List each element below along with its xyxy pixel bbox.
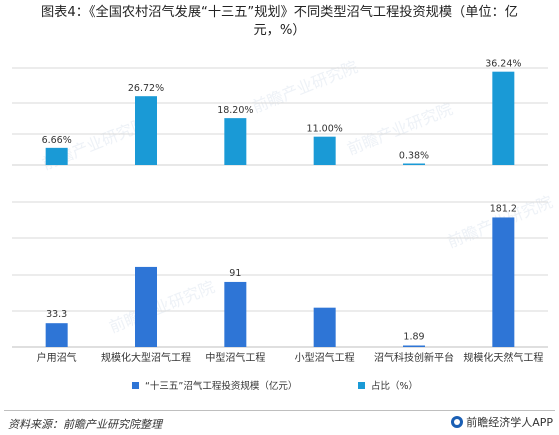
watermark-text: 前瞻产业研究院 <box>106 277 217 337</box>
bar-share-label: 26.72% <box>128 83 164 94</box>
category-label: 沼气科技创新平台 <box>374 351 454 364</box>
legend-label-investment: “十三五”沼气工程投资规模（亿元） <box>145 380 297 392</box>
footer-divider <box>4 410 555 411</box>
bar-share-label: 18.20% <box>217 105 253 116</box>
bar-investment <box>403 345 425 347</box>
bar-share-label: 36.24% <box>485 59 521 70</box>
bar-share <box>135 96 157 165</box>
bar-investment-label: 91 <box>229 268 241 279</box>
chart-title-line-1: 图表4：《全国农村沼气发展“十三五”规划》不同类型沼气工程投资规模（单位：亿 <box>40 5 518 20</box>
bar-share-label: 11.00% <box>307 124 343 135</box>
bar-investment-label: 181.2 <box>490 203 517 214</box>
brand-logo-icon <box>451 416 464 428</box>
bar-share <box>492 71 515 165</box>
chart-canvas: 前瞻产业研究院前瞻产业研究院前瞻产业研究院前瞻产业研究院前瞻产业研究院6.66%… <box>12 57 555 392</box>
bar-investment-label: 1.89 <box>403 332 424 343</box>
legend-label-share: 占比（%） <box>371 380 418 392</box>
chart-title-line-2: 元，%） <box>253 23 306 38</box>
bar-investment <box>313 307 336 347</box>
bar-share-label: 6.66% <box>42 135 72 146</box>
bar-investment <box>492 217 515 347</box>
bar-investment <box>45 323 68 347</box>
category-label: 户用沼气 <box>37 351 77 364</box>
bar-investment <box>224 281 247 347</box>
legend-swatch-investment <box>132 382 139 389</box>
legend-swatch-share <box>358 382 365 389</box>
watermark-text: 前瞻产业研究院 <box>249 57 360 117</box>
brand-name: 前瞻经济学人APP <box>466 416 553 429</box>
chart-panel <box>10 58 553 388</box>
bar-share <box>45 147 68 165</box>
bar-investment-label: 33.3 <box>46 309 67 320</box>
bar-investment <box>135 266 157 347</box>
bar-share <box>313 136 336 165</box>
brand-label: 前瞻经济学人APP <box>451 414 553 430</box>
source-note: 资料来源：前瞻产业研究院整理 <box>8 418 162 431</box>
category-label: 规模化天然气工程 <box>463 351 543 364</box>
category-label: 中型沼气工程 <box>205 351 265 364</box>
bar-share <box>403 163 425 165</box>
bar-share-label: 0.38% <box>399 151 429 162</box>
chart-title: 图表4：《全国农村沼气发展“十三五”规划》不同类型沼气工程投资规模（单位：亿 元… <box>0 4 559 40</box>
category-label: 小型沼气工程 <box>295 351 355 364</box>
bar-share <box>224 118 247 165</box>
category-label: 规模化大型沼气工程 <box>101 351 191 364</box>
